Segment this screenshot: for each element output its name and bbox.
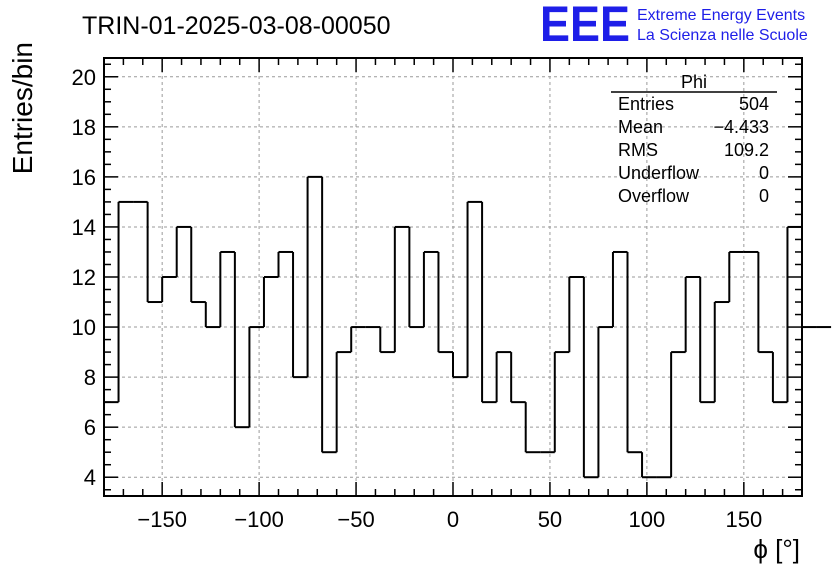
y-tick-label: 14: [72, 215, 96, 240]
y-tick-label: 8: [84, 365, 96, 390]
stats-row-value: 0: [759, 163, 769, 183]
x-tick-label: −100: [234, 507, 284, 532]
x-tick-label: 0: [447, 507, 459, 532]
eee-logo-mark: EEE: [540, 0, 630, 52]
y-tick-label: 4: [84, 465, 96, 490]
stats-box: Phi Entries 504 Mean −4.433 RMS 109.2 Underflo…: [611, 72, 777, 206]
histogram-series: [103, 175, 832, 496]
stats-row-label: Overflow: [618, 186, 690, 206]
eee-logo-line1: Extreme Energy Events: [637, 7, 805, 24]
y-tick-label: 16: [72, 165, 96, 190]
eee-logo-line2: La Scienza nelle Scuole: [637, 27, 808, 44]
y-tick-label: 12: [72, 265, 96, 290]
x-tick-label: −150: [137, 507, 187, 532]
x-tick-label: −50: [337, 507, 374, 532]
x-tick-label: 50: [538, 507, 562, 532]
y-axis-label: Entries/bin: [7, 42, 38, 174]
x-axis-label: ϕ [°]: [753, 534, 800, 564]
stats-row-value: 0: [759, 186, 769, 206]
stats-row-label: Underflow: [618, 163, 700, 183]
stats-row-label: Entries: [618, 94, 674, 114]
stats-row-label: RMS: [618, 140, 658, 160]
y-tick-label: 18: [72, 115, 96, 140]
y-tick-label: 10: [72, 315, 96, 340]
stats-row-label: Mean: [618, 117, 663, 137]
x-tick-label: 100: [629, 507, 666, 532]
chart-title: TRIN-01-2025-03-08-00050: [82, 12, 391, 40]
x-axis: −150 −100 −50 0 50 100 150: [122, 58, 784, 532]
x-tick-label: 150: [725, 507, 762, 532]
stats-row-value: 109.2: [724, 140, 769, 160]
stats-box-title: Phi: [681, 72, 707, 92]
stats-rows: Entries 504 Mean −4.433 RMS 109.2 Underflow 0 Ov…: [618, 94, 769, 206]
grid: [104, 58, 802, 496]
y-tick-label: 20: [72, 65, 96, 90]
stats-row-value: 504: [739, 94, 769, 114]
stats-row-value: −4.433: [713, 117, 769, 137]
y-axis: 4 6 8 10 12 14 16 18 20: [72, 63, 802, 491]
y-tick-label: 6: [84, 415, 96, 440]
